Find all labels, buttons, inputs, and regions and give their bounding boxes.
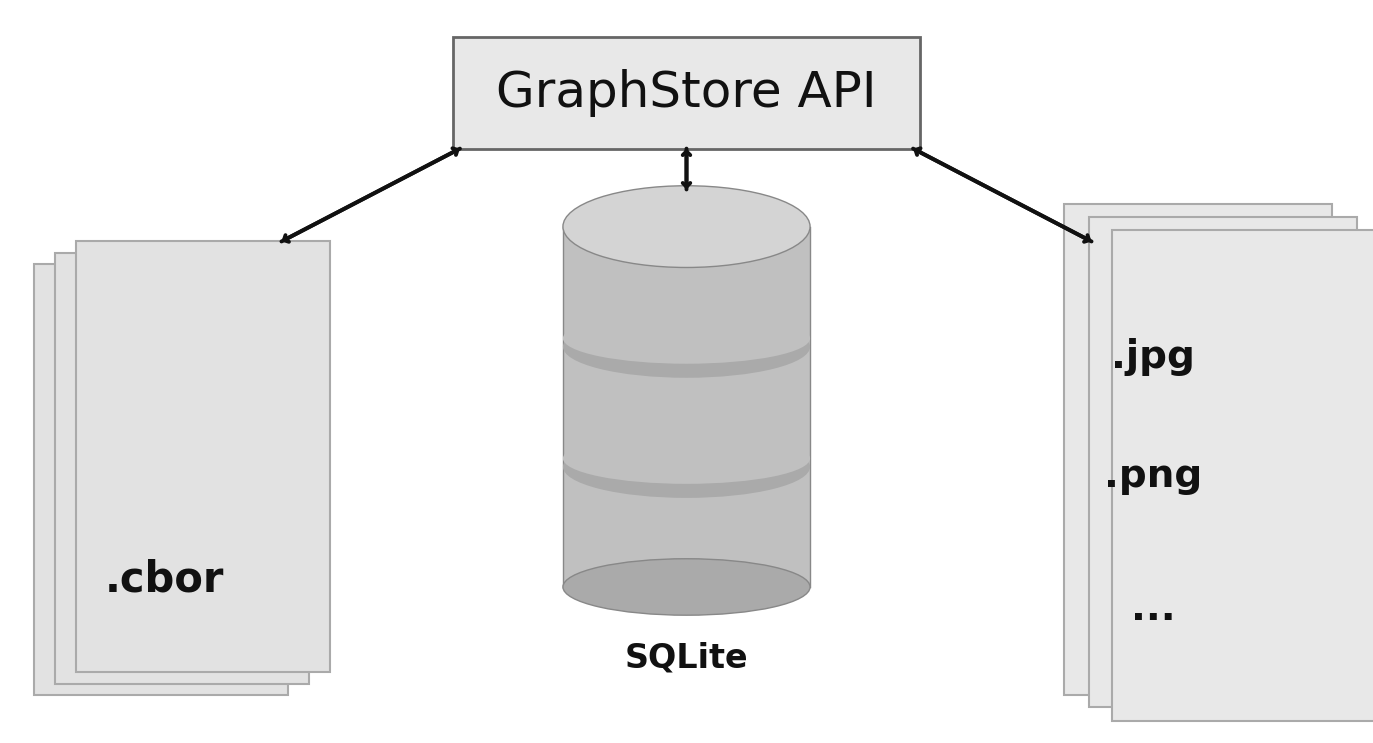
Text: .jpg: .jpg [1111, 337, 1196, 376]
Ellipse shape [563, 313, 810, 364]
Text: SQLite: SQLite [625, 641, 748, 674]
Text: .png: .png [1104, 456, 1203, 495]
Bar [563, 227, 810, 347]
Text: .cbor: .cbor [106, 559, 224, 600]
Text: GraphStore API: GraphStore API [496, 69, 877, 117]
Bar [563, 467, 810, 587]
Bar [1064, 204, 1332, 695]
Bar [34, 264, 288, 695]
Bar [453, 37, 920, 149]
Bar [1089, 217, 1357, 707]
Bar [563, 347, 810, 467]
Text: ...: ... [1131, 590, 1175, 629]
Ellipse shape [563, 433, 810, 484]
Ellipse shape [563, 316, 810, 377]
Ellipse shape [563, 436, 810, 498]
Ellipse shape [563, 559, 810, 615]
Bar [76, 241, 330, 672]
Bar [55, 253, 309, 684]
Ellipse shape [563, 186, 810, 267]
Bar [1112, 230, 1373, 721]
